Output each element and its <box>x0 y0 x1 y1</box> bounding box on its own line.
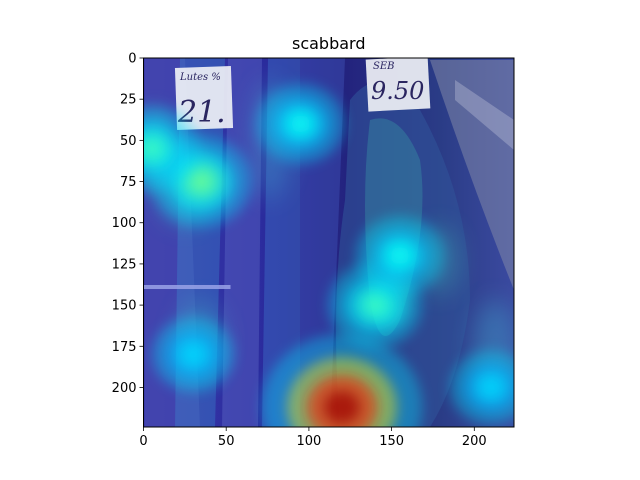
x-tick-label: 50 <box>218 434 235 449</box>
activation-hotspot-1 <box>364 295 386 315</box>
svg-text:9.50: 9.50 <box>371 77 424 105</box>
y-tick-label: 150 <box>112 299 137 314</box>
svg-text:SEB: SEB <box>373 61 395 72</box>
x-tick-label: 150 <box>379 434 404 449</box>
plot-area: Lutes % 21. SEB 9.50 <box>143 58 514 427</box>
x-tick-label: 100 <box>296 434 321 449</box>
activation-hotspot-4 <box>290 115 311 133</box>
x-tick-label: 0 <box>139 434 147 449</box>
activation-hotspot-0 <box>324 391 360 424</box>
plot-frame <box>143 57 515 428</box>
activation-hotspot-5 <box>390 246 410 265</box>
y-tick-label: 75 <box>120 175 137 190</box>
y-tick-label: 25 <box>120 93 137 108</box>
y-tick-label: 125 <box>112 257 137 272</box>
y-tick-label: 50 <box>120 134 137 149</box>
activation-hotspot-6 <box>184 346 203 363</box>
y-axis: 0 25 50 75 100 125 150 175 200 <box>112 52 144 396</box>
activation-hotspot-3 <box>143 139 163 158</box>
y-tick-label: 0 <box>128 52 136 67</box>
y-tick-label: 175 <box>112 340 137 355</box>
price-tag-2: SEB 9.50 <box>365 58 431 112</box>
svg-text:Lutes %: Lutes % <box>179 72 221 83</box>
activation-hotspot-7 <box>481 379 500 396</box>
y-tick-label: 100 <box>112 216 137 231</box>
price-tag-1: Lutes % 21. <box>174 66 234 130</box>
handle-line <box>143 285 231 289</box>
activation-hotspots <box>143 83 514 427</box>
x-axis: 0 50 100 150 200 <box>139 427 487 449</box>
y-tick-label: 200 <box>112 381 137 396</box>
activation-hotspot-2 <box>190 171 213 192</box>
x-tick-label: 200 <box>462 434 487 449</box>
chart-title: scabbard <box>292 34 366 53</box>
